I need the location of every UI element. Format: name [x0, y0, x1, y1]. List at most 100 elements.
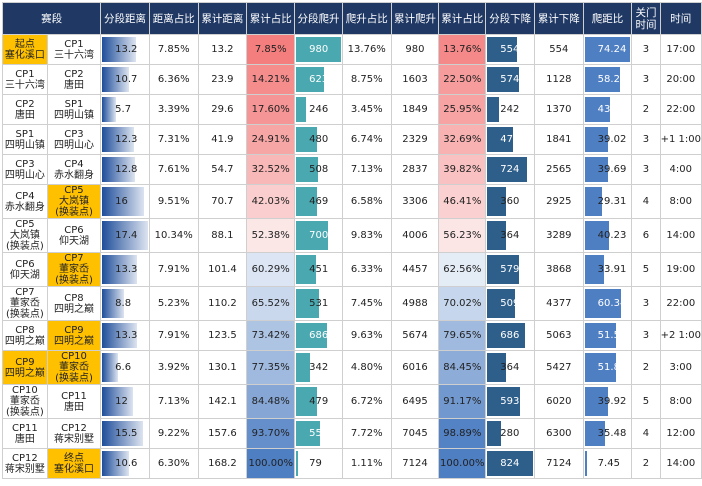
- distance-share[interactable]: 9.22%: [148, 418, 199, 449]
- cumulative-distance[interactable]: 70.7: [197, 184, 248, 219]
- segment-descent[interactable]: 364: [485, 218, 535, 253]
- segment-from[interactable]: CP8 四明之巅: [2, 320, 48, 351]
- climb-share[interactable]: 6.72%: [341, 384, 392, 419]
- cutoff-time[interactable]: 19:00: [659, 252, 702, 287]
- cumulative-descent[interactable]: 554: [533, 34, 584, 65]
- segment-to[interactable]: SP1 四明山镇: [46, 94, 102, 125]
- segment-distance[interactable]: 13.3: [100, 252, 150, 287]
- segment-from[interactable]: CP10 董家岙 (换装点): [2, 384, 48, 419]
- segment-climb[interactable]: 469: [294, 184, 343, 219]
- cumulative-climb[interactable]: 1603: [390, 64, 440, 95]
- cutoff-time[interactable]: 12:00: [659, 418, 702, 449]
- segment-to[interactable]: CP12 蒋宋别墅: [46, 418, 102, 449]
- header-cumulative-distance[interactable]: 累计距离: [197, 2, 248, 35]
- cumulative-climb-share[interactable]: 22.50%: [438, 64, 487, 95]
- cumulative-climb-share[interactable]: 70.02%: [438, 286, 487, 321]
- cutoff-hours[interactable]: 2: [631, 448, 661, 479]
- segment-climb[interactable]: 480: [294, 124, 343, 155]
- distance-share[interactable]: 7.91%: [148, 320, 199, 351]
- cutoff-time[interactable]: 3:00: [659, 350, 702, 385]
- cumulative-distance-share[interactable]: 84.48%: [246, 384, 296, 419]
- climb-distance-ratio[interactable]: 39.69: [582, 154, 633, 185]
- segment-descent[interactable]: 724: [485, 154, 535, 185]
- cumulative-climb-share[interactable]: 25.95%: [438, 94, 487, 125]
- cutoff-time[interactable]: 20:00: [659, 64, 702, 95]
- segment-from[interactable]: CP1 三十六湾: [2, 64, 48, 95]
- cumulative-descent[interactable]: 2565: [533, 154, 584, 185]
- segment-climb[interactable]: 451: [294, 252, 343, 287]
- segment-to[interactable]: CP7 董家岙 (换装点): [46, 252, 102, 287]
- segment-descent[interactable]: 471: [485, 124, 535, 155]
- header-cutoff-hours[interactable]: 关门时间: [631, 2, 661, 35]
- segment-distance[interactable]: 13.2: [100, 34, 150, 65]
- segment-from[interactable]: CP7 董家岙 (换装点): [2, 286, 48, 321]
- segment-distance[interactable]: 13.3: [100, 320, 150, 351]
- segment-distance[interactable]: 6.6: [100, 350, 150, 385]
- cumulative-descent[interactable]: 1128: [533, 64, 584, 95]
- header-climb-distance-ratio[interactable]: 爬距比: [582, 2, 633, 35]
- cumulative-distance-share[interactable]: 100.00%: [246, 448, 296, 479]
- segment-to[interactable]: CP10 董家岙 (换装点): [46, 350, 102, 385]
- cumulative-distance-share[interactable]: 73.42%: [246, 320, 296, 351]
- segment-descent[interactable]: 593: [485, 384, 535, 419]
- climb-share[interactable]: 9.83%: [341, 218, 392, 253]
- cutoff-hours[interactable]: 3: [631, 320, 661, 351]
- climb-distance-ratio[interactable]: 7.45: [582, 448, 633, 479]
- climb-distance-ratio[interactable]: 74.24: [582, 34, 633, 65]
- segment-from[interactable]: CP3 四明山心: [2, 154, 48, 185]
- cutoff-time[interactable]: 22:00: [659, 286, 702, 321]
- cumulative-distance-share[interactable]: 65.52%: [246, 286, 296, 321]
- climb-distance-ratio[interactable]: 33.91: [582, 252, 633, 287]
- cumulative-descent[interactable]: 3868: [533, 252, 584, 287]
- cumulative-climb[interactable]: 3306: [390, 184, 440, 219]
- segment-to[interactable]: CP8 四明之巅: [46, 286, 102, 321]
- climb-distance-ratio[interactable]: 51.82: [582, 350, 633, 385]
- climb-distance-ratio[interactable]: 40.23: [582, 218, 633, 253]
- distance-share[interactable]: 3.39%: [148, 94, 199, 125]
- cumulative-climb[interactable]: 6495: [390, 384, 440, 419]
- header-segment-distance[interactable]: 分段距离: [100, 2, 150, 35]
- segment-distance[interactable]: 12.8: [100, 154, 150, 185]
- climb-distance-ratio[interactable]: 39.92: [582, 384, 633, 419]
- cumulative-climb-share[interactable]: 62.56%: [438, 252, 487, 287]
- header-segment[interactable]: 赛段: [1, 2, 102, 35]
- segment-distance[interactable]: 15.5: [100, 418, 150, 449]
- cumulative-distance[interactable]: 130.1: [197, 350, 248, 385]
- cumulative-climb[interactable]: 4988: [390, 286, 440, 321]
- segment-climb[interactable]: 246: [294, 94, 343, 125]
- cumulative-climb[interactable]: 5674: [390, 320, 440, 351]
- segment-climb[interactable]: 531: [294, 286, 343, 321]
- climb-share[interactable]: 1.11%: [341, 448, 392, 479]
- segment-from[interactable]: CP6 仰天湖: [2, 252, 48, 287]
- header-cumulative-climb-share[interactable]: 累计占比: [438, 2, 487, 35]
- cutoff-hours[interactable]: 4: [631, 184, 661, 219]
- header-time[interactable]: 时间: [659, 2, 702, 35]
- segment-descent[interactable]: 242: [485, 94, 535, 125]
- cumulative-climb-share[interactable]: 46.41%: [438, 184, 487, 219]
- cumulative-distance[interactable]: 168.2: [197, 448, 248, 479]
- cutoff-time[interactable]: 14:00: [659, 448, 702, 479]
- cumulative-distance-share[interactable]: 17.60%: [246, 94, 296, 125]
- segment-distance[interactable]: 16: [100, 184, 150, 219]
- cumulative-distance[interactable]: 54.7: [197, 154, 248, 185]
- distance-share[interactable]: 7.31%: [148, 124, 199, 155]
- cumulative-descent[interactable]: 6020: [533, 384, 584, 419]
- segment-distance[interactable]: 5.7: [100, 94, 150, 125]
- climb-distance-ratio[interactable]: 29.31: [582, 184, 633, 219]
- cumulative-distance[interactable]: 88.1: [197, 218, 248, 253]
- segment-to[interactable]: CP6 仰天湖: [46, 218, 102, 253]
- distance-share[interactable]: 10.34%: [148, 218, 199, 253]
- cumulative-distance[interactable]: 23.9: [197, 64, 248, 95]
- cumulative-climb[interactable]: 7045: [390, 418, 440, 449]
- segment-distance[interactable]: 10.6: [100, 448, 150, 479]
- header-cumulative-climb[interactable]: 累计爬升: [390, 2, 440, 35]
- segment-distance[interactable]: 10.7: [100, 64, 150, 95]
- cumulative-descent[interactable]: 2925: [533, 184, 584, 219]
- cutoff-hours[interactable]: 2: [631, 94, 661, 125]
- segment-from[interactable]: CP5 大岚镇 (换装点): [2, 218, 48, 253]
- cumulative-descent[interactable]: 7124: [533, 448, 584, 479]
- cumulative-climb[interactable]: 1849: [390, 94, 440, 125]
- cumulative-distance[interactable]: 13.2: [197, 34, 248, 65]
- segment-descent[interactable]: 554: [485, 34, 535, 65]
- segment-from[interactable]: CP12 蒋宋别墅: [2, 448, 48, 479]
